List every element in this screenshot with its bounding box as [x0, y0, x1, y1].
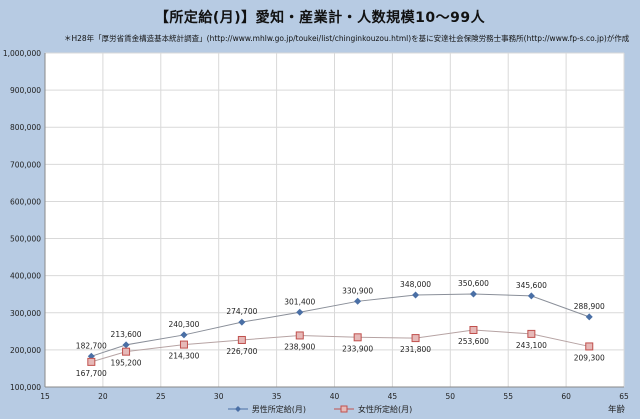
legend-label-female: 女性所定給(月) [358, 404, 413, 414]
x-tick-label: 15 [40, 392, 50, 401]
y-tick-label: 100,000 [10, 383, 41, 392]
x-tick-label: 50 [446, 392, 456, 401]
legend: 男性所定給(月) 女性所定給(月) [0, 402, 640, 416]
male-data-point [469, 290, 477, 298]
female-data-label: 167,700 [76, 369, 107, 378]
female-data-point [585, 342, 594, 351]
x-tick-label: 25 [156, 392, 166, 401]
female-data-label: 209,300 [574, 353, 605, 362]
x-tick-label: 20 [98, 392, 108, 401]
male-data-label: 213,600 [111, 330, 142, 339]
female-data-point [87, 357, 96, 366]
male-data-label: 301,400 [284, 297, 315, 306]
female-data-label: 214,300 [168, 352, 199, 361]
y-tick-label: 200,000 [10, 346, 41, 355]
male-data-label: 288,900 [574, 302, 605, 311]
y-tick-label: 700,000 [10, 160, 41, 169]
female-data-label: 243,100 [516, 341, 547, 350]
x-tick-label: 30 [214, 392, 224, 401]
male-data-point [585, 313, 593, 321]
legend-item-female: 女性所定給(月) [334, 404, 412, 415]
y-tick-label: 300,000 [10, 309, 41, 318]
male-data-point [296, 308, 304, 316]
female-data-point [353, 333, 362, 342]
female-data-label: 231,800 [400, 345, 431, 354]
legend-label-male: 男性所定給(月) [251, 404, 306, 414]
male-legend-swatch [227, 404, 248, 414]
male-data-label: 182,700 [76, 341, 107, 350]
male-data-label: 350,600 [458, 279, 489, 288]
legend-item-male: 男性所定給(月) [227, 404, 306, 415]
male-series-line [91, 293, 590, 357]
male-data-point [180, 331, 188, 339]
y-tick-label: 500,000 [10, 235, 41, 244]
y-tick-label: 800,000 [10, 123, 41, 132]
male-data-point [354, 297, 362, 305]
female-data-label: 233,900 [342, 344, 373, 353]
chart-title: 【所定給(月)】愛知・産業計・人数規模10～99人 [154, 10, 486, 26]
male-data-label: 330,900 [342, 286, 373, 295]
x-tick-label: 65 [619, 392, 629, 401]
female-legend-swatch [334, 404, 354, 414]
female-data-point [527, 329, 536, 338]
x-axis-unit-label: 年齢 [608, 405, 626, 415]
y-tick-label: 1,000,000 [3, 49, 41, 58]
female-series-line [91, 329, 590, 363]
x-tick-label: 55 [503, 392, 513, 401]
y-tick-label: 900,000 [10, 86, 41, 95]
male-data-point [527, 292, 535, 300]
male-data-point [412, 291, 420, 299]
female-data-label: 195,200 [111, 359, 142, 368]
male-data-label: 274,700 [226, 307, 257, 316]
x-tick-label: 45 [388, 392, 398, 401]
x-tick-label: 60 [561, 392, 571, 401]
male-data-point [238, 318, 246, 326]
female-data-label: 253,600 [458, 337, 489, 346]
x-tick-label: 35 [272, 392, 282, 401]
female-data-point [295, 331, 304, 340]
female-data-point [122, 347, 131, 356]
female-data-point [237, 335, 246, 344]
male-data-label: 348,000 [400, 280, 431, 289]
x-tick-label: 40 [330, 392, 340, 401]
y-tick-label: 600,000 [10, 197, 41, 206]
female-data-point [179, 340, 188, 349]
chart-subtitle: ＊H28年「厚労省賃金構造基本統計調査」(http://www.mhlw.go.… [64, 34, 630, 43]
male-data-label: 240,300 [168, 320, 199, 329]
female-data-label: 238,900 [284, 342, 315, 351]
male-data-label: 345,600 [516, 281, 547, 290]
male-data-point [122, 341, 130, 349]
y-tick-label: 400,000 [10, 272, 41, 281]
female-data-point [469, 325, 478, 334]
female-data-label: 226,700 [226, 347, 257, 356]
female-data-point [411, 334, 420, 343]
